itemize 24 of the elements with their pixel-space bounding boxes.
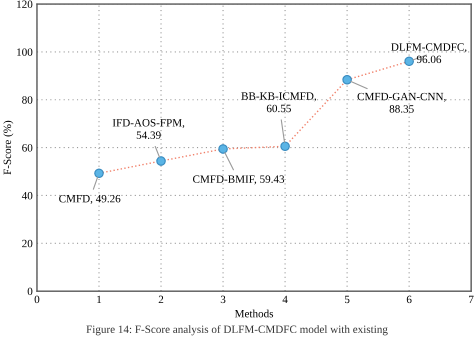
y-tick-label: 20 — [22, 240, 32, 248]
x-tick-label: 4 — [282, 296, 288, 304]
x-axis-title: Methods — [234, 310, 274, 318]
x-tick-label: 1 — [97, 296, 102, 304]
y-axis-title: F-Score (%) — [3, 120, 14, 175]
annotation: CMFD-BMIF, 59.43 — [193, 175, 284, 184]
x-tick-label: 2 — [158, 296, 164, 304]
annotation: CMFD-GAN-CNN, 88.35 — [358, 92, 446, 113]
x-tick-label: 5 — [344, 296, 350, 304]
y-tick-label: 40 — [22, 192, 32, 200]
y-tick-label: 80 — [22, 96, 32, 104]
x-tick-label: 7 — [469, 296, 474, 304]
x-tick-label: 6 — [406, 296, 412, 304]
annotation: DLFM-CMDFC, 96.06 — [391, 43, 466, 64]
x-tick-label: 0 — [34, 296, 40, 304]
y-tick-label: 60 — [22, 144, 32, 152]
y-tick-label: 120 — [17, 0, 32, 8]
annotation: BB-KB-ICMFD, 60.55 — [241, 92, 316, 112]
x-tick-label: 3 — [220, 296, 226, 304]
caption: Figure 14: F-Score analysis of DLFM-CMDFC model with existing — [86, 325, 388, 336]
annotation: CMFD, 49.26 — [59, 194, 120, 204]
annotation: IFD-AOS-FPM, 54.39 — [112, 119, 184, 139]
y-tick-label: 0 — [28, 288, 32, 296]
y-tick-label: 100 — [17, 48, 32, 56]
